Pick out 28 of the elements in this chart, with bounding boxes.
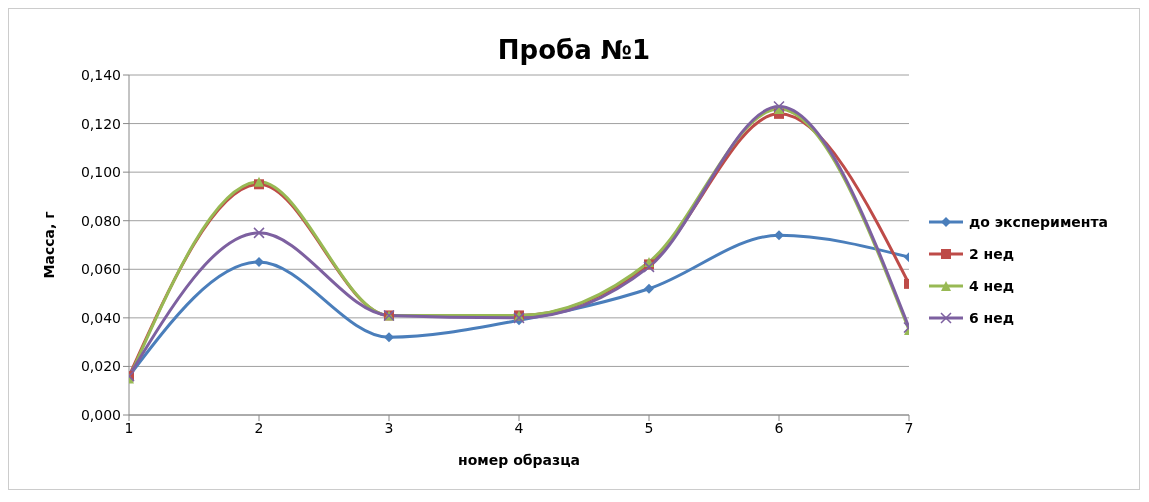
y-tick-label: 0,080 bbox=[80, 212, 121, 229]
x-tick-label: 7 bbox=[904, 419, 914, 436]
y-tick-label: 0,040 bbox=[80, 309, 121, 326]
y-tick-label: 0,120 bbox=[80, 115, 121, 132]
legend-label: 2 нед bbox=[969, 246, 1015, 262]
chart-title: Проба №1 bbox=[496, 35, 652, 65]
y-tick-label: 0,060 bbox=[80, 261, 121, 278]
legend-label: 6 нед bbox=[969, 310, 1015, 326]
x-tick-label: 3 bbox=[384, 419, 394, 436]
point bbox=[253, 227, 265, 239]
x-tick-label: 2 bbox=[254, 419, 264, 436]
point bbox=[774, 230, 784, 241]
x-tick-label: 4 bbox=[514, 419, 524, 436]
x-axis-title: номер образца bbox=[458, 452, 580, 468]
point bbox=[644, 283, 654, 294]
y-tick-label: 0,020 bbox=[80, 358, 121, 375]
x-tick-label: 6 bbox=[774, 419, 784, 436]
point bbox=[384, 332, 394, 343]
legend-label: до эксперимента bbox=[969, 214, 1109, 230]
point bbox=[773, 100, 785, 113]
x-tick-label: 1 bbox=[124, 419, 134, 436]
legend-label: 4 нед bbox=[969, 278, 1015, 294]
y-tick-label: 0,100 bbox=[80, 164, 121, 181]
point bbox=[254, 257, 264, 267]
y-axis-title: Масса, г bbox=[40, 211, 57, 279]
x-tick-label: 5 bbox=[644, 419, 654, 436]
y-tick-label: 0,000 bbox=[80, 406, 121, 423]
y-tick-label: 0,140 bbox=[80, 66, 121, 83]
